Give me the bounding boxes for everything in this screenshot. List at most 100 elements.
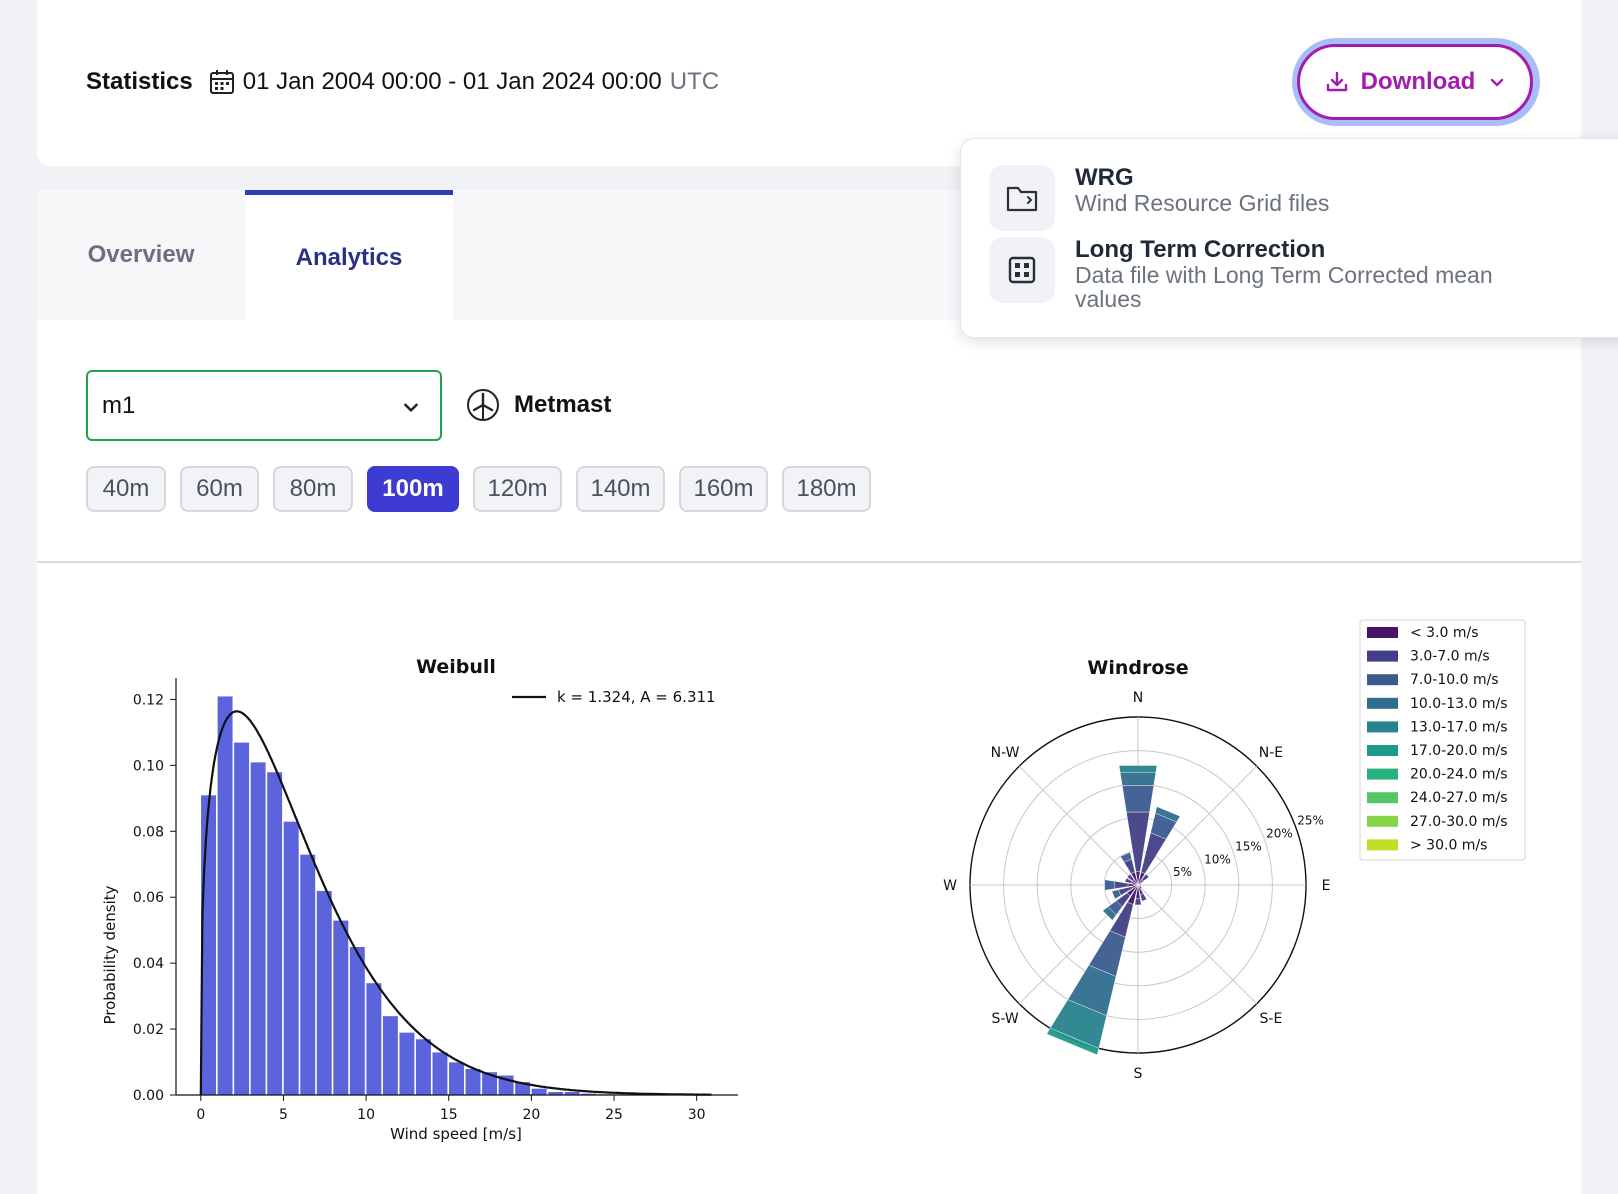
windrose-legend-swatch xyxy=(1367,674,1398,686)
weibull-y-tick-label: 0.02 xyxy=(133,1022,164,1038)
weibull-title: Weibull xyxy=(416,656,496,678)
menu-item-description: Wind Resource Grid files xyxy=(1075,190,1330,216)
windrose-legend-label: 17.0-20.0 m/s xyxy=(1410,743,1508,759)
windrose-legend-swatch xyxy=(1367,815,1398,827)
weibull-fit-line xyxy=(199,710,712,1096)
weibull-ylabel: Probability density xyxy=(101,885,119,1024)
windrose-legend-label: 20.0-24.0 m/s xyxy=(1410,767,1508,783)
windrose-legend-label: > 30.0 m/s xyxy=(1410,837,1487,853)
download-button[interactable]: Download xyxy=(1297,44,1533,120)
windrose-bar-segment xyxy=(1111,889,1122,900)
menu-item-wrg[interactable]: WRG Wind Resource Grid files xyxy=(989,165,1545,231)
weibull-chart: Weibull Probability density Wind speed [… xyxy=(101,656,738,1143)
height-80m-button[interactable]: 80m xyxy=(273,466,353,512)
windrose-legend-swatch xyxy=(1367,650,1398,662)
weibull-y-tick-label: 0.08 xyxy=(133,824,164,840)
weibull-y-tick-label: 0.12 xyxy=(133,692,164,708)
windrose-bar-segment xyxy=(1134,898,1142,906)
windrose-grid-spoke xyxy=(1137,884,1258,1005)
weibull-x-tick-label: 20 xyxy=(522,1107,540,1123)
windrose-direction-label: N-W xyxy=(991,745,1020,761)
weibull-y-tick-label: 0.04 xyxy=(133,956,164,972)
windrose-radial-tick-label: 25% xyxy=(1297,814,1324,828)
windrose-grid-spoke xyxy=(1018,765,1139,886)
date-range: 01 Jan 2004 00:00 - 01 Jan 2024 00:00 xyxy=(242,68,662,95)
chevron-down-icon xyxy=(1491,78,1504,87)
windrose-direction-label: S-W xyxy=(991,1011,1018,1027)
windrose-bar-segment xyxy=(1120,852,1132,863)
metmast-select[interactable]: m1 xyxy=(86,370,442,441)
statistics-header: Statistics 01 Jan 2004 00:00 - 01 Jan 20… xyxy=(86,68,719,96)
weibull-bar xyxy=(415,1038,432,1096)
windrose-direction-label: S-E xyxy=(1260,1011,1283,1027)
windrose-radial-tick-label: 15% xyxy=(1235,839,1262,853)
height-140m-button[interactable]: 140m xyxy=(576,466,665,512)
windrose-legend-swatch xyxy=(1367,768,1398,780)
grid-icon xyxy=(989,237,1055,303)
weibull-bar xyxy=(266,771,283,1096)
windrose-chart: Windrose NN-EES-ESS-WWN-W5%10%15%20%25% … xyxy=(943,619,1526,1080)
height-100m-button[interactable]: 100m xyxy=(367,466,459,512)
windrose-bar-segment xyxy=(1124,877,1133,884)
menu-item-title: Long Term Correction xyxy=(1075,236,1326,263)
windrose-legend-swatch xyxy=(1367,627,1398,638)
windrose-legend-label: < 3.0 m/s xyxy=(1410,625,1479,641)
height-120m-button[interactable]: 120m xyxy=(473,466,562,512)
weibull-bar xyxy=(332,919,349,1096)
height-180m-button[interactable]: 180m xyxy=(782,466,871,512)
windrose-direction-label: W xyxy=(943,878,957,894)
windrose-radial-tick-label: 5% xyxy=(1173,865,1192,879)
windrose-bar-segment xyxy=(1141,873,1150,882)
windrose-grid-spoke xyxy=(1137,765,1258,886)
windrose-direction-label: S xyxy=(1134,1066,1143,1080)
windrose-direction-label: N xyxy=(1133,690,1143,706)
windrose-bar-segment xyxy=(1102,906,1117,921)
windrose-legend-label: 10.0-13.0 m/s xyxy=(1410,696,1508,712)
weibull-bar xyxy=(299,854,316,1096)
windrose-bar-segment xyxy=(1126,873,1135,882)
weibull-bar xyxy=(349,946,366,1096)
weibull-xlabel: Wind speed [m/s] xyxy=(390,1125,522,1143)
windrose-legend-label: 24.0-27.0 m/s xyxy=(1410,790,1508,806)
weibull-bar xyxy=(382,1015,399,1096)
calendar-icon xyxy=(209,69,235,95)
metmast-type: Metmast xyxy=(466,388,611,422)
windrose-radial-tick-label: 20% xyxy=(1266,827,1293,841)
windrose-legend-swatch xyxy=(1367,721,1398,733)
windrose-legend-swatch xyxy=(1367,792,1398,804)
chevron-down-icon xyxy=(404,403,418,412)
weibull-x-tick-label: 10 xyxy=(357,1107,375,1123)
windrose-legend-label: 7.0-10.0 m/s xyxy=(1410,672,1499,688)
tab-overview[interactable]: Overview xyxy=(87,241,195,268)
windrose-radial-tick-label: 10% xyxy=(1204,852,1231,866)
download-icon xyxy=(1326,71,1347,92)
windrose-legend-swatch xyxy=(1367,745,1398,756)
weibull-bar xyxy=(283,821,300,1096)
menu-item-description: Data file with Long Term Corrected mean … xyxy=(1075,262,1493,312)
height-selector: 40m 60m 80m 100m 120m 140m 160m 180m xyxy=(86,466,885,512)
weibull-bar xyxy=(464,1068,482,1096)
windrose-legend-label: 27.0-30.0 m/s xyxy=(1410,814,1508,830)
timezone-label: UTC xyxy=(669,68,720,95)
menu-item-long-term-correction[interactable]: Long Term Correction Data file with Long… xyxy=(989,237,1545,311)
wind-turbine-icon xyxy=(467,389,499,421)
height-60m-button[interactable]: 60m xyxy=(180,466,259,512)
metmast-select-value: m1 xyxy=(102,391,136,419)
windrose-legend-swatch xyxy=(1367,697,1398,709)
height-160m-button[interactable]: 160m xyxy=(679,466,768,512)
windrose-bar-segment xyxy=(1140,893,1148,902)
weibull-x-tick-label: 15 xyxy=(440,1107,458,1123)
statistics-title: Statistics xyxy=(86,68,193,95)
windrose-direction-label: E xyxy=(1322,878,1331,894)
weibull-x-tick-label: 25 xyxy=(605,1107,623,1123)
weibull-bar xyxy=(398,1032,415,1096)
height-40m-button[interactable]: 40m xyxy=(86,466,166,512)
weibull-y-tick-label: 0.06 xyxy=(133,890,164,906)
weibull-x-tick-label: 5 xyxy=(279,1107,288,1123)
weibull-x-tick-label: 30 xyxy=(688,1107,706,1123)
download-menu: WRG Wind Resource Grid files Long Term C… xyxy=(960,138,1618,338)
windrose-bar-segment xyxy=(1104,879,1116,891)
windrose-title: Windrose xyxy=(1087,657,1188,679)
weibull-bar xyxy=(233,741,250,1096)
tab-analytics[interactable]: Analytics xyxy=(245,190,453,320)
